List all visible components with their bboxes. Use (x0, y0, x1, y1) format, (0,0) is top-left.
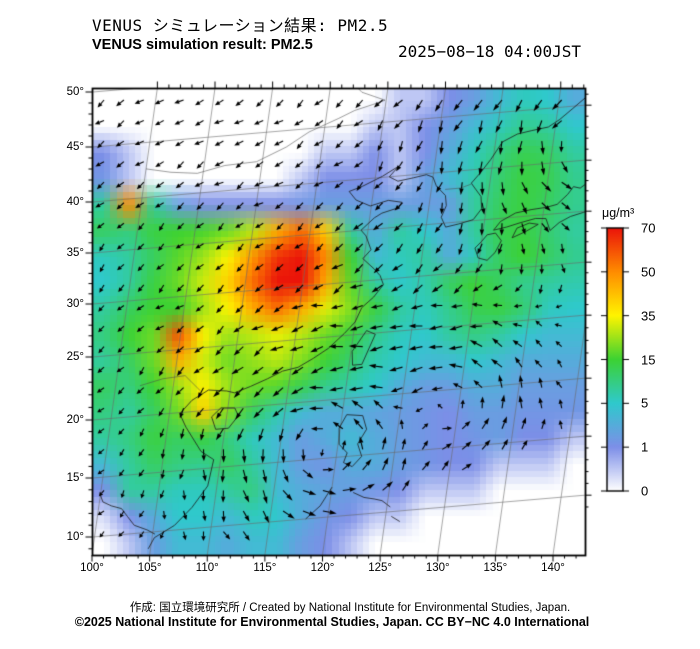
lat-tick-label: 10° (66, 531, 84, 543)
footer-license: ©2025 National Institute for Environment… (74, 615, 590, 629)
forecast-timestamp: 2025−08−18 04:00JST (398, 42, 582, 61)
lat-tick-label: 45° (66, 141, 84, 153)
colorbar-tick-label: 50 (641, 264, 656, 280)
lon-tick-label: 115° (253, 562, 277, 574)
lat-tick-label: 30° (66, 298, 84, 310)
lon-tick-label: 110° (195, 562, 219, 574)
lon-tick-label: 105° (137, 562, 162, 574)
colorbar-tick-label: 35 (641, 308, 656, 324)
lon-tick-label: 120° (310, 562, 335, 574)
lon-tick-label: 140° (541, 562, 565, 574)
lat-tick-label: 40° (66, 196, 84, 208)
lat-tick-label: 25° (66, 351, 84, 363)
lat-tick-label: 50° (66, 86, 84, 98)
lat-tick-label: 15° (66, 472, 84, 484)
lon-tick-label: 125° (368, 562, 393, 574)
colorbar-tick-label: 0 (641, 483, 649, 499)
colorbar-tick-label: 15 (641, 352, 656, 367)
page-title-japanese: VENUS シミュレーション結果: PM2.5 (92, 16, 389, 35)
lat-tick-label: 35° (66, 247, 84, 259)
colorbar-tick-label: 70 (641, 220, 656, 236)
lon-tick-label: 135° (483, 562, 508, 574)
colorbar-tick-label: 5 (641, 395, 649, 411)
page-title-english: VENUS simulation result: PM2.5 (92, 37, 313, 53)
footer-credit: 作成: 国立環境研究所 / Created by National Instit… (129, 602, 571, 614)
colorbar-unit-label: μg/m³ (602, 206, 635, 220)
colorbar-tick-label: 1 (641, 439, 649, 455)
lat-tick-label: 20° (66, 414, 84, 426)
lon-tick-label: 100° (80, 562, 104, 574)
lon-tick-label: 130° (425, 562, 450, 574)
